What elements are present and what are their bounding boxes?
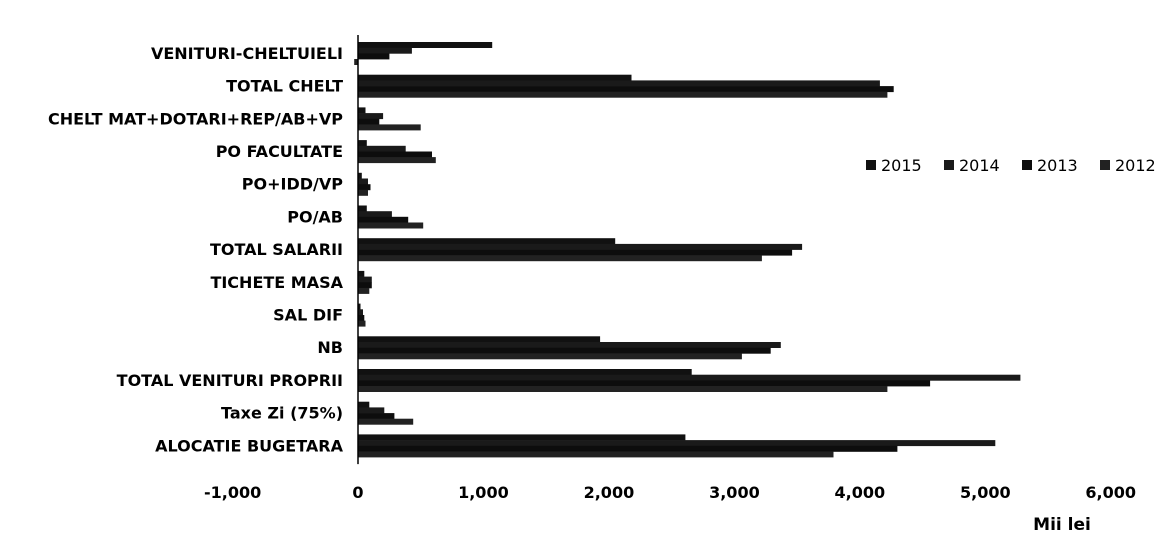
legend-swatch-2014 [944,160,954,170]
bar-2013-11 [358,413,395,420]
bar-2012-12 [358,451,834,458]
bar-2014-10 [358,374,1021,381]
bar-2013-6 [358,249,793,256]
bar-2015-12 [358,434,686,441]
category-label-7: TICHETE MASA [210,273,343,292]
bars-layer [354,42,1021,458]
bar-2015-1 [358,74,632,81]
bar-2014-12 [358,440,996,447]
category-label-1: TOTAL CHELT [226,77,343,96]
bar-2014-11 [358,407,385,414]
bar-2012-4 [358,189,368,196]
bar-2012-10 [358,386,888,392]
bar-2012-6 [358,255,762,262]
tick-label-4: 3,000 [709,483,760,502]
bar-2015-8 [358,303,361,310]
category-label-2: CHELT MAT+DOTARI+REP/AB+VP [48,109,343,128]
bar-2012-8 [358,320,366,327]
tick-label-0: -1,000 [204,483,261,502]
bar-2014-9 [358,342,781,348]
category-label-9: NB [317,338,343,357]
bar-2013-4 [358,184,371,191]
legend-swatch-2015 [866,160,876,170]
category-label-5: PO/AB [287,207,343,226]
tick-label-7: 6,000 [1085,483,1136,502]
category-label-8: SAL DIF [273,306,343,325]
bar-2014-3 [358,145,406,152]
bar-2014-8 [358,309,363,316]
bar-2012-5 [358,222,424,229]
category-label-12: ALOCATIE BUGETARA [155,436,343,455]
bar-2015-7 [358,270,365,277]
bar-2012-3 [358,157,436,164]
legend: 2015 2014 2013 2012 [866,156,1156,175]
category-label-0: VENITURI-CHELTUIELI [151,44,343,63]
tick-label-1: 0 [352,483,363,502]
bar-2012-9 [358,353,742,360]
tick-label-2: 1,000 [458,483,509,502]
bar-2013-0 [358,53,390,60]
bar-2013-9 [358,347,771,354]
bar-2015-11 [358,401,370,408]
axis-unit-label: Mii lei [1033,515,1091,535]
bar-2013-10 [358,380,931,387]
bar-2013-3 [358,151,432,158]
category-label-4: PO+IDD/VP [242,175,343,194]
bar-2013-8 [358,315,365,321]
bar-2014-0 [358,47,412,54]
bar-2014-2 [358,113,384,120]
bar-2015-10 [358,369,692,375]
bar-2015-2 [358,107,366,114]
bar-2014-4 [358,178,368,185]
category-label-3: PO FACULTATE [216,142,343,161]
legend-label-2014: 2014 [959,156,1000,175]
legend-swatch-2012 [1100,160,1110,170]
bar-2015-3 [358,140,367,147]
legend-label-2012: 2012 [1115,156,1156,175]
bar-2015-5 [358,205,367,212]
bar-2012-1 [358,91,888,98]
bar-2014-1 [358,80,880,87]
bar-2013-2 [358,118,380,125]
tick-label-6: 5,000 [960,483,1011,502]
category-label-11: Taxe Zi (75%) [221,404,343,423]
legend-label-2015: 2015 [881,156,922,175]
bar-2015-4 [358,172,362,179]
bar-2013-1 [358,86,894,93]
bar-2014-5 [358,211,392,218]
bar-2013-5 [358,216,409,223]
category-label-6: TOTAL SALARII [210,240,343,259]
bar-2012-11 [358,418,414,425]
bar-2015-6 [358,238,616,245]
bar-2014-6 [358,243,803,250]
tick-label-5: 4,000 [834,483,885,502]
bar-2013-7 [358,282,372,289]
legend-label-2013: 2013 [1037,156,1078,175]
tick-label-3: 2,000 [584,483,635,502]
category-label-10: TOTAL VENITURI PROPRII [117,371,343,390]
bar-2012-0 [354,59,358,65]
legend-swatch-2013 [1022,160,1032,170]
bar-2014-7 [358,276,372,283]
bar-2012-2 [358,124,421,131]
bar-2013-12 [358,445,898,452]
category-labels: VENITURI-CHELTUIELI TOTAL CHELT CHELT MAT+… [48,44,344,455]
bar-2015-9 [358,336,601,343]
tick-labels: -1,000 0 1,000 2,000 3,000 4,000 5,000 6,000 [204,483,1136,502]
bar-2012-7 [358,287,370,294]
bar-2015-0 [358,42,493,48]
